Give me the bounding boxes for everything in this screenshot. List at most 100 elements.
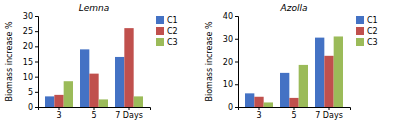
bars: [245, 36, 343, 107]
y-tick-label: 25: [23, 27, 33, 36]
bar: [289, 98, 298, 107]
legend-label: C3: [367, 38, 378, 47]
y-tick: 25: [23, 27, 38, 36]
bar: [299, 65, 308, 107]
bar: [254, 97, 263, 107]
legend: C1 C2 C3: [356, 16, 378, 47]
y-tick-label: 30: [23, 12, 33, 21]
x-tick-mark: [329, 107, 330, 110]
x-tick: 7 Days: [115, 107, 143, 120]
x-tick-label: 5: [291, 111, 296, 120]
legend-item: C2: [156, 27, 178, 36]
axis-line: [239, 108, 351, 111]
legend-item: C3: [356, 38, 378, 47]
y-tick: 20: [223, 58, 238, 67]
y-tick-mark: [235, 62, 238, 63]
bar: [89, 74, 98, 107]
x-tick-label: 7 Days: [115, 111, 143, 120]
bar: [80, 49, 89, 107]
bar: [115, 57, 124, 107]
legend-swatch: [356, 27, 364, 35]
panel: 051015202530357 DaysLemnaBiomass increas…: [5, 3, 178, 120]
y-tick-mark: [35, 46, 38, 47]
bar: [134, 96, 143, 107]
legend-label: C2: [367, 27, 378, 36]
y-axis-title: Biomass increase %: [5, 21, 14, 101]
y-tick-mark: [35, 77, 38, 78]
x-tick-label: 7 Days: [315, 111, 343, 120]
y-tick: 10: [223, 80, 238, 89]
bar: [264, 102, 273, 107]
x-tick: 3: [256, 107, 261, 120]
y-tick-label: 40: [223, 12, 233, 21]
bar: [45, 96, 54, 107]
legend-item: C1: [156, 16, 178, 25]
legend-item: C2: [356, 27, 378, 36]
bars: [45, 28, 143, 107]
bar: [324, 56, 333, 107]
x-tick-mark: [94, 107, 95, 110]
legend-swatch: [356, 38, 364, 46]
x-tick: 7 Days: [315, 107, 343, 120]
legend-label: C2: [167, 27, 178, 36]
y-tick: 30: [23, 12, 38, 21]
x-tick: 3: [56, 107, 61, 120]
axis-line: [235, 17, 239, 108]
x-tick: 5: [91, 107, 96, 120]
y-tick-mark: [235, 107, 238, 108]
panel: 0 10 20 30 40 3 5 7 Days Azolla Biomass increase …: [205, 3, 378, 120]
bar: [280, 73, 289, 107]
legend-label: C1: [167, 16, 178, 25]
x-tick-mark: [294, 107, 295, 110]
title: Azolla: [280, 3, 308, 13]
y-axis: 0 10 20 30 40: [223, 12, 239, 112]
bar: [315, 38, 324, 107]
y-tick: 20: [23, 42, 38, 51]
legend-swatch: [156, 27, 164, 35]
y-tick-label: 30: [223, 35, 233, 44]
x-tick-label: 3: [256, 111, 261, 120]
legend-label: C3: [167, 38, 178, 47]
bar: [54, 95, 63, 107]
y-tick-mark: [235, 39, 238, 40]
title: Lemna: [79, 3, 110, 13]
x-tick-mark: [129, 107, 130, 110]
bar: [124, 28, 133, 107]
y-tick-label: 5: [28, 88, 33, 97]
legend: C1 C2 C3: [156, 16, 178, 47]
y-tick: 15: [23, 58, 38, 67]
bar: [64, 81, 73, 107]
chart-root: 051015202530357 DaysLemnaBiomass increas…: [0, 0, 400, 127]
legend-item: C3: [156, 38, 178, 47]
legend-item: C1: [356, 16, 378, 25]
y-tick-mark: [35, 31, 38, 32]
y-tick: 5: [28, 88, 38, 97]
y-tick-mark: [235, 16, 238, 17]
x-tick-label: 5: [91, 111, 96, 120]
y-tick-mark: [35, 107, 38, 108]
y-tick: 10: [23, 73, 38, 82]
y-tick-label: 10: [23, 73, 33, 82]
y-tick: 40: [223, 12, 238, 21]
y-tick: 0: [228, 103, 238, 112]
bar: [334, 36, 343, 107]
axis-line: [39, 108, 151, 111]
legend-swatch: [356, 16, 364, 24]
y-tick-label: 0: [228, 103, 233, 112]
x-axis: 3 5 7 Days: [239, 107, 351, 120]
y-tick-label: 20: [223, 58, 233, 67]
y-tick-mark: [35, 62, 38, 63]
x-tick-mark: [259, 107, 260, 110]
x-tick: 5: [291, 107, 296, 120]
y-axis: 0 5 10 15 20 25 30: [23, 12, 39, 112]
y-axis-title: Biomass increase %: [205, 21, 214, 101]
y-tick-mark: [235, 84, 238, 85]
x-tick-label: 3: [56, 111, 61, 120]
y-tick: 0: [28, 103, 38, 112]
y-tick-mark: [35, 16, 38, 17]
y-tick-label: 15: [23, 58, 33, 67]
x-axis: 3 5 7 Days: [39, 107, 151, 120]
x-tick-mark: [59, 107, 60, 110]
legend-swatch: [156, 38, 164, 46]
y-tick-label: 20: [23, 42, 33, 51]
